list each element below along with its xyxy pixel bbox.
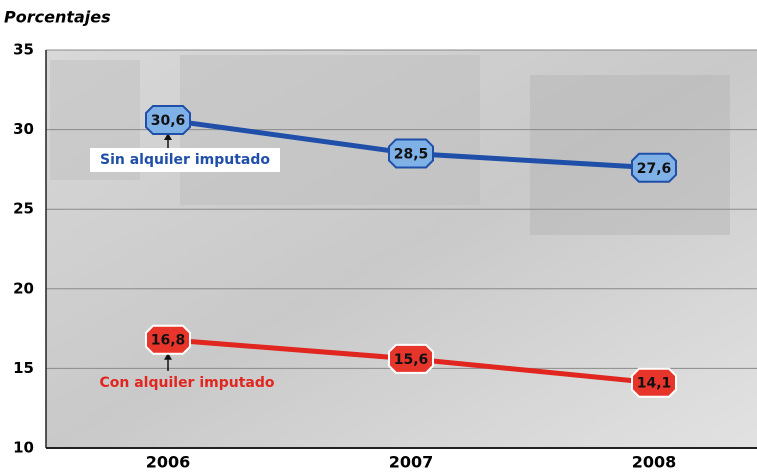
y-tick-label: 15 [13,359,34,377]
y-tick-label: 10 [13,439,34,457]
x-tick-label: 2008 [632,453,677,472]
legend-box [90,148,280,172]
y-tick-label: 25 [13,200,34,218]
x-tick-label: 2006 [146,453,191,472]
chart-title: Porcentajes [4,8,111,27]
value-label: 28,5 [394,146,429,162]
point-marker [631,367,677,398]
y-tick-label: 20 [13,279,34,297]
value-label: 16,8 [151,333,186,349]
point-marker [631,152,677,183]
y-tick-label: 35 [13,41,34,59]
value-label: 15,6 [394,352,429,368]
point-marker [388,343,434,374]
legend-arrow-head [164,352,172,360]
point-marker [145,105,191,136]
photo-shape [530,75,730,235]
x-tick-label: 2007 [389,453,434,472]
legend-label: Con alquiler imputado [100,375,275,391]
value-label: 14,1 [637,376,672,392]
legend-arrow-head [164,133,172,141]
value-label: 27,6 [637,161,672,177]
y-tick-label: 30 [13,120,34,138]
legend-label: Sin alquiler imputado [100,152,270,168]
point-marker [388,138,434,169]
point-marker [145,324,191,355]
value-label: 30,6 [151,113,186,129]
